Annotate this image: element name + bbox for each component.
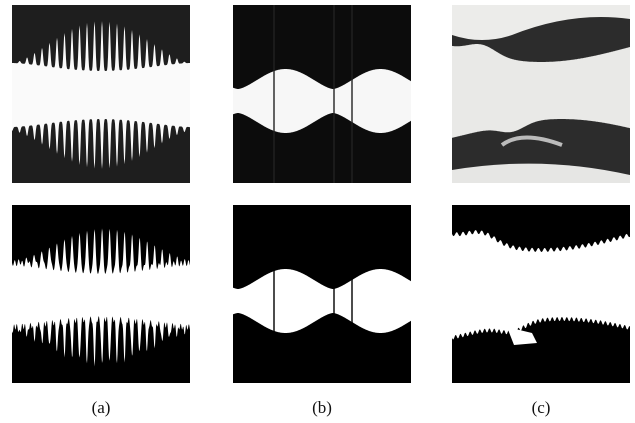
streak (273, 205, 275, 383)
streak (273, 5, 275, 183)
image-panel (452, 5, 630, 183)
streak (351, 205, 353, 383)
image-panel (233, 5, 411, 183)
figure: (a) (b) (c) (0, 0, 635, 423)
image-panel (233, 205, 411, 383)
image-panel (12, 5, 190, 183)
image-panel (452, 205, 630, 383)
caption: (a) (92, 398, 111, 417)
streak (333, 205, 335, 383)
image-panel (12, 205, 190, 383)
caption: (b) (312, 398, 332, 417)
panels (12, 5, 630, 383)
streak (333, 5, 335, 183)
caption: (c) (532, 398, 551, 417)
streak (351, 5, 353, 183)
